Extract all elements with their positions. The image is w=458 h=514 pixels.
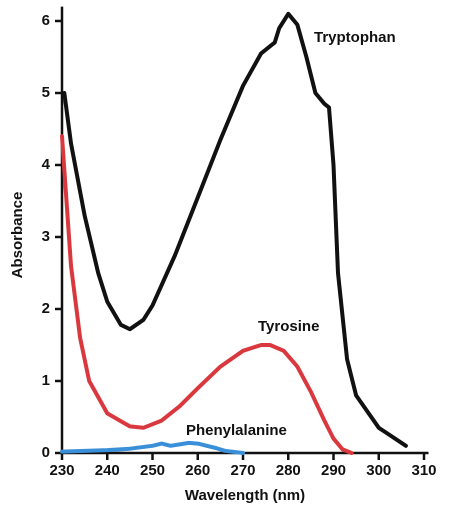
x-tick-label: 230 — [49, 462, 74, 479]
x-axis-label: Wavelength (nm) — [185, 487, 305, 504]
y-axis-label: Absorbance — [9, 192, 26, 279]
series-label: Tryptophan — [314, 29, 396, 46]
x-tick-label: 290 — [321, 462, 346, 479]
series-line — [60, 134, 354, 455]
y-tick-label: 5 — [42, 84, 50, 101]
x-tick-label: 260 — [185, 462, 210, 479]
series-line — [62, 11, 408, 448]
y-tick-label: 4 — [42, 156, 51, 173]
x-tick-label: 250 — [140, 462, 165, 479]
y-tick-label: 6 — [42, 12, 50, 29]
y-tick-label: 2 — [42, 300, 50, 317]
y-tick-label: 3 — [42, 228, 50, 245]
x-tick-label: 240 — [95, 462, 120, 479]
series-line — [60, 440, 245, 455]
y-tick-label: 0 — [42, 444, 50, 461]
x-tick-label: 280 — [276, 462, 301, 479]
x-tick-label: 270 — [230, 462, 255, 479]
series-label: Tyrosine — [258, 318, 319, 335]
x-tick-label: 310 — [411, 462, 436, 479]
series-label: Phenylalanine — [186, 422, 287, 439]
x-tick-label: 300 — [366, 462, 391, 479]
y-tick-label: 1 — [42, 372, 50, 389]
